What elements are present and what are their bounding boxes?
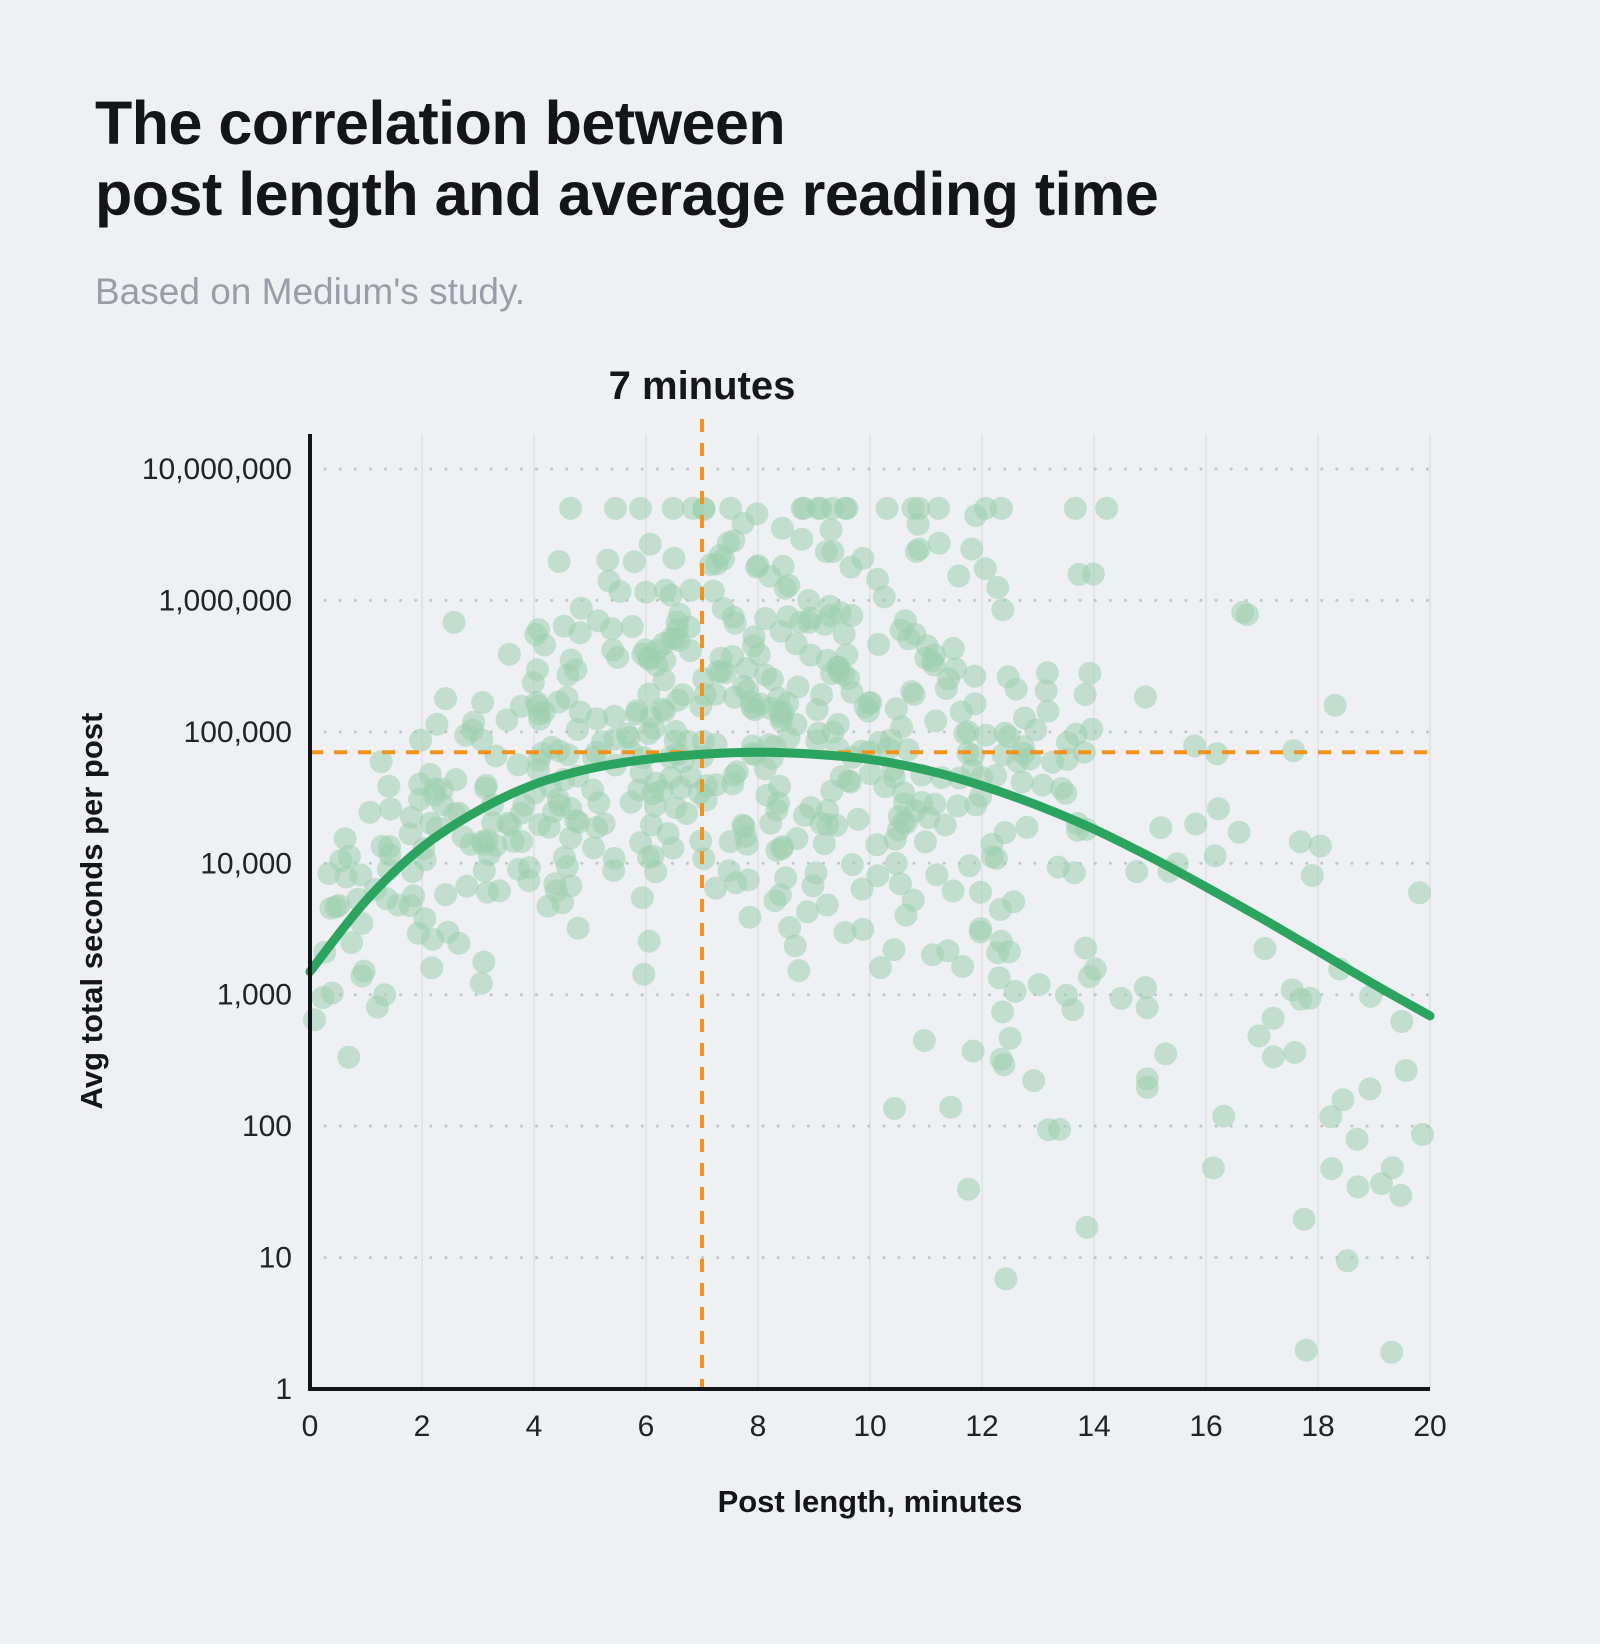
- x-axis-title: Post length, minutes: [718, 1484, 1023, 1519]
- svg-text:1,000: 1,000: [217, 979, 292, 1012]
- svg-text:1,000,000: 1,000,000: [159, 584, 292, 617]
- svg-text:10,000: 10,000: [200, 847, 292, 880]
- y-axis-title: Avg total seconds per post: [74, 713, 109, 1110]
- svg-text:100: 100: [242, 1110, 292, 1143]
- svg-text:1: 1: [275, 1373, 292, 1406]
- svg-text:10: 10: [259, 1242, 292, 1275]
- chart-subtitle: Based on Medium's study.: [95, 270, 526, 312]
- chart-svg: 7 minutes 0 2 4 6 8 10 12 14 16 18 20 1101001,0001…: [74, 364, 1447, 1519]
- vertical-gridlines: [421, 434, 1431, 1389]
- chart-title-line1: The correlation between: [95, 89, 786, 157]
- svg-text:14: 14: [1077, 1410, 1110, 1443]
- chart-header: The correlation between post length and …: [0, 0, 1600, 344]
- scatter-points: [303, 496, 1434, 1364]
- axes: [308, 434, 1430, 1391]
- horizontal-gridlines: [308, 467, 1432, 1260]
- svg-text:6: 6: [638, 1410, 655, 1443]
- trend-line: [305, 747, 1435, 1021]
- annotation-lines: [310, 419, 1430, 1389]
- svg-text:18: 18: [1301, 1410, 1334, 1443]
- svg-text:16: 16: [1189, 1410, 1222, 1443]
- svg-text:2: 2: [414, 1410, 431, 1443]
- chart-title-line2: post length and average reading time: [95, 160, 1159, 229]
- svg-text:8: 8: [750, 1410, 767, 1443]
- y-tick-labels: 1 10 100 1,000 10,000 100,000 1,000,000 10,000,…: [142, 453, 292, 1406]
- svg-text:10: 10: [853, 1410, 886, 1443]
- svg-text:4: 4: [526, 1410, 543, 1443]
- annotation-label: 7 minutes: [609, 364, 796, 408]
- chart-title: The correlation between post length and …: [95, 88, 1505, 231]
- svg-text:10,000,000: 10,000,000: [142, 453, 292, 486]
- svg-text:0: 0: [302, 1410, 319, 1443]
- x-tick-labels: 0 2 4 6 8 10 12 14 16 18 20: [302, 1410, 1447, 1443]
- svg-text:100,000: 100,000: [184, 716, 292, 749]
- svg-text:20: 20: [1413, 1410, 1446, 1443]
- svg-text:12: 12: [965, 1410, 998, 1443]
